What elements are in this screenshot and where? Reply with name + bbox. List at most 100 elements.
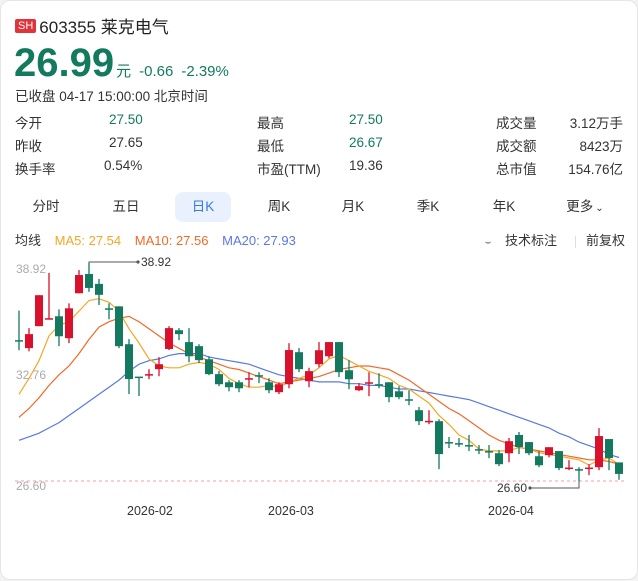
candle-body (235, 382, 243, 389)
stock-title[interactable]: 603355 莱克电气 (39, 18, 169, 37)
candle-body (145, 374, 153, 376)
candle-body (345, 370, 353, 380)
candle-body (225, 382, 233, 388)
min-annotation-dot (528, 486, 532, 490)
candle-body (155, 364, 163, 370)
candle-body (275, 384, 283, 393)
ma-legend: 均线 MA5: 27.54 MA10: 27.56 MA20: 27.93 ⌣ … (15, 230, 625, 249)
candle-body (525, 442, 533, 454)
candle-body (365, 382, 373, 384)
candle-body (95, 283, 103, 295)
ma10-value: MA10: 27.56 (134, 233, 209, 248)
candle-body (175, 330, 183, 335)
candle-body (115, 306, 123, 347)
x-axis-label: 2026-04 (488, 504, 534, 518)
stat-value: 0.54% (104, 158, 143, 173)
candle-body (135, 376, 143, 379)
candle-body (355, 386, 363, 391)
candle-body (495, 453, 503, 465)
tab-daily-k[interactable]: 日K (175, 192, 231, 222)
candle-body (575, 469, 583, 471)
stats-row: 今开 27.50 最高 27.50 成交量 3.12万手 (15, 112, 627, 135)
current-price: 26.99 (14, 41, 115, 85)
max-annotation-dot (136, 260, 140, 264)
stat-value: 154.76亿 (568, 162, 623, 177)
exchange-badge: SH (15, 18, 37, 33)
ma5-value: MA5: 27.54 (54, 233, 122, 248)
y-axis-min-label: 26.60 (16, 479, 47, 493)
stat-value: 3.12万手 (569, 116, 623, 131)
tab-weekly-k[interactable]: 周K (267, 199, 291, 214)
tab-monthly-k[interactable]: 月K (341, 199, 365, 214)
candle-body (405, 399, 413, 401)
ma20-line (18, 353, 620, 459)
candle-body (325, 342, 333, 357)
candle-body (505, 441, 513, 454)
candle-body (165, 328, 173, 349)
stat-label: 市盈(TTM) (257, 162, 321, 177)
candle-body (215, 374, 223, 385)
stat-value: 8423万 (579, 139, 623, 154)
stat-value: 26.67 (349, 135, 383, 150)
candle-body (105, 308, 113, 310)
tab-yearly-k[interactable]: 年K (492, 199, 516, 214)
tab-more[interactable]: 更多 ⌄ (555, 192, 615, 222)
eye-closed-icon: ⌣ (484, 237, 492, 248)
max-annotation-line (88, 261, 138, 263)
x-axis-label: 2026-03 (268, 504, 314, 518)
candle-body (45, 318, 53, 320)
candle-body (415, 410, 423, 422)
candle-body (475, 449, 483, 451)
candle-body (125, 344, 133, 380)
tab-more-label: 更多 (566, 199, 594, 214)
stat-label: 今开 (15, 116, 42, 131)
stat-label: 换手率 (15, 162, 56, 177)
chevron-down-icon: ⌄ (595, 203, 604, 214)
adjust-button[interactable]: 前复权 (585, 233, 625, 248)
stat-label: 总市值 (496, 162, 537, 177)
stat-value: 27.65 (109, 135, 143, 150)
candle-body (65, 308, 73, 339)
candle-body (545, 447, 553, 456)
candle-body (485, 451, 493, 453)
candle-body (245, 378, 253, 380)
stat-value: 19.36 (349, 158, 383, 173)
candle-body (465, 445, 473, 447)
stat-value: 27.50 (349, 112, 383, 127)
divider (574, 235, 576, 248)
stat-label: 最低 (257, 139, 284, 154)
stats-row: 换手率 0.54% 市盈(TTM) 19.36 总市值 154.76亿 (15, 158, 627, 181)
candle-body (515, 434, 523, 448)
candle-body (35, 295, 43, 327)
tab-quarterly-k[interactable]: 季K (416, 199, 440, 214)
candle-body (565, 467, 573, 470)
candle-body (555, 451, 563, 469)
x-axis-label: 2026-02 (127, 504, 173, 518)
candle-body (295, 352, 303, 370)
candle-body (205, 359, 213, 375)
stat-label: 成交量 (496, 116, 537, 131)
chart-tools: ⌣ 技术标注 前复权 (485, 230, 625, 249)
stats-table: 今开 27.50 最高 27.50 成交量 3.12万手 昨收 27.65 最低… (15, 112, 627, 181)
candle-body (335, 342, 343, 373)
tab-five-day[interactable]: 五日 (112, 199, 140, 214)
ma20-value: MA20: 27.93 (222, 233, 296, 248)
stat-label: 成交额 (496, 139, 537, 154)
max-price-annotation: 38.92 (141, 255, 172, 269)
y-axis-mid-label: 32.76 (16, 368, 47, 382)
tab-intraday[interactable]: 分时 (32, 199, 60, 214)
price-change-pct: -2.39% (181, 63, 229, 80)
min-annotation-line (530, 481, 580, 489)
candle-body (55, 316, 63, 337)
candle-body (315, 350, 323, 365)
stat-value: 27.50 (109, 112, 143, 127)
tech-annotation-toggle[interactable]: ⌣ 技术标注 (485, 233, 567, 248)
price-unit: 元 (116, 63, 132, 80)
stat-label: 最高 (257, 116, 284, 131)
candle-body (425, 420, 433, 423)
candle-body (605, 439, 613, 458)
candle-body (25, 334, 33, 349)
price-change: -0.66 (139, 63, 174, 80)
